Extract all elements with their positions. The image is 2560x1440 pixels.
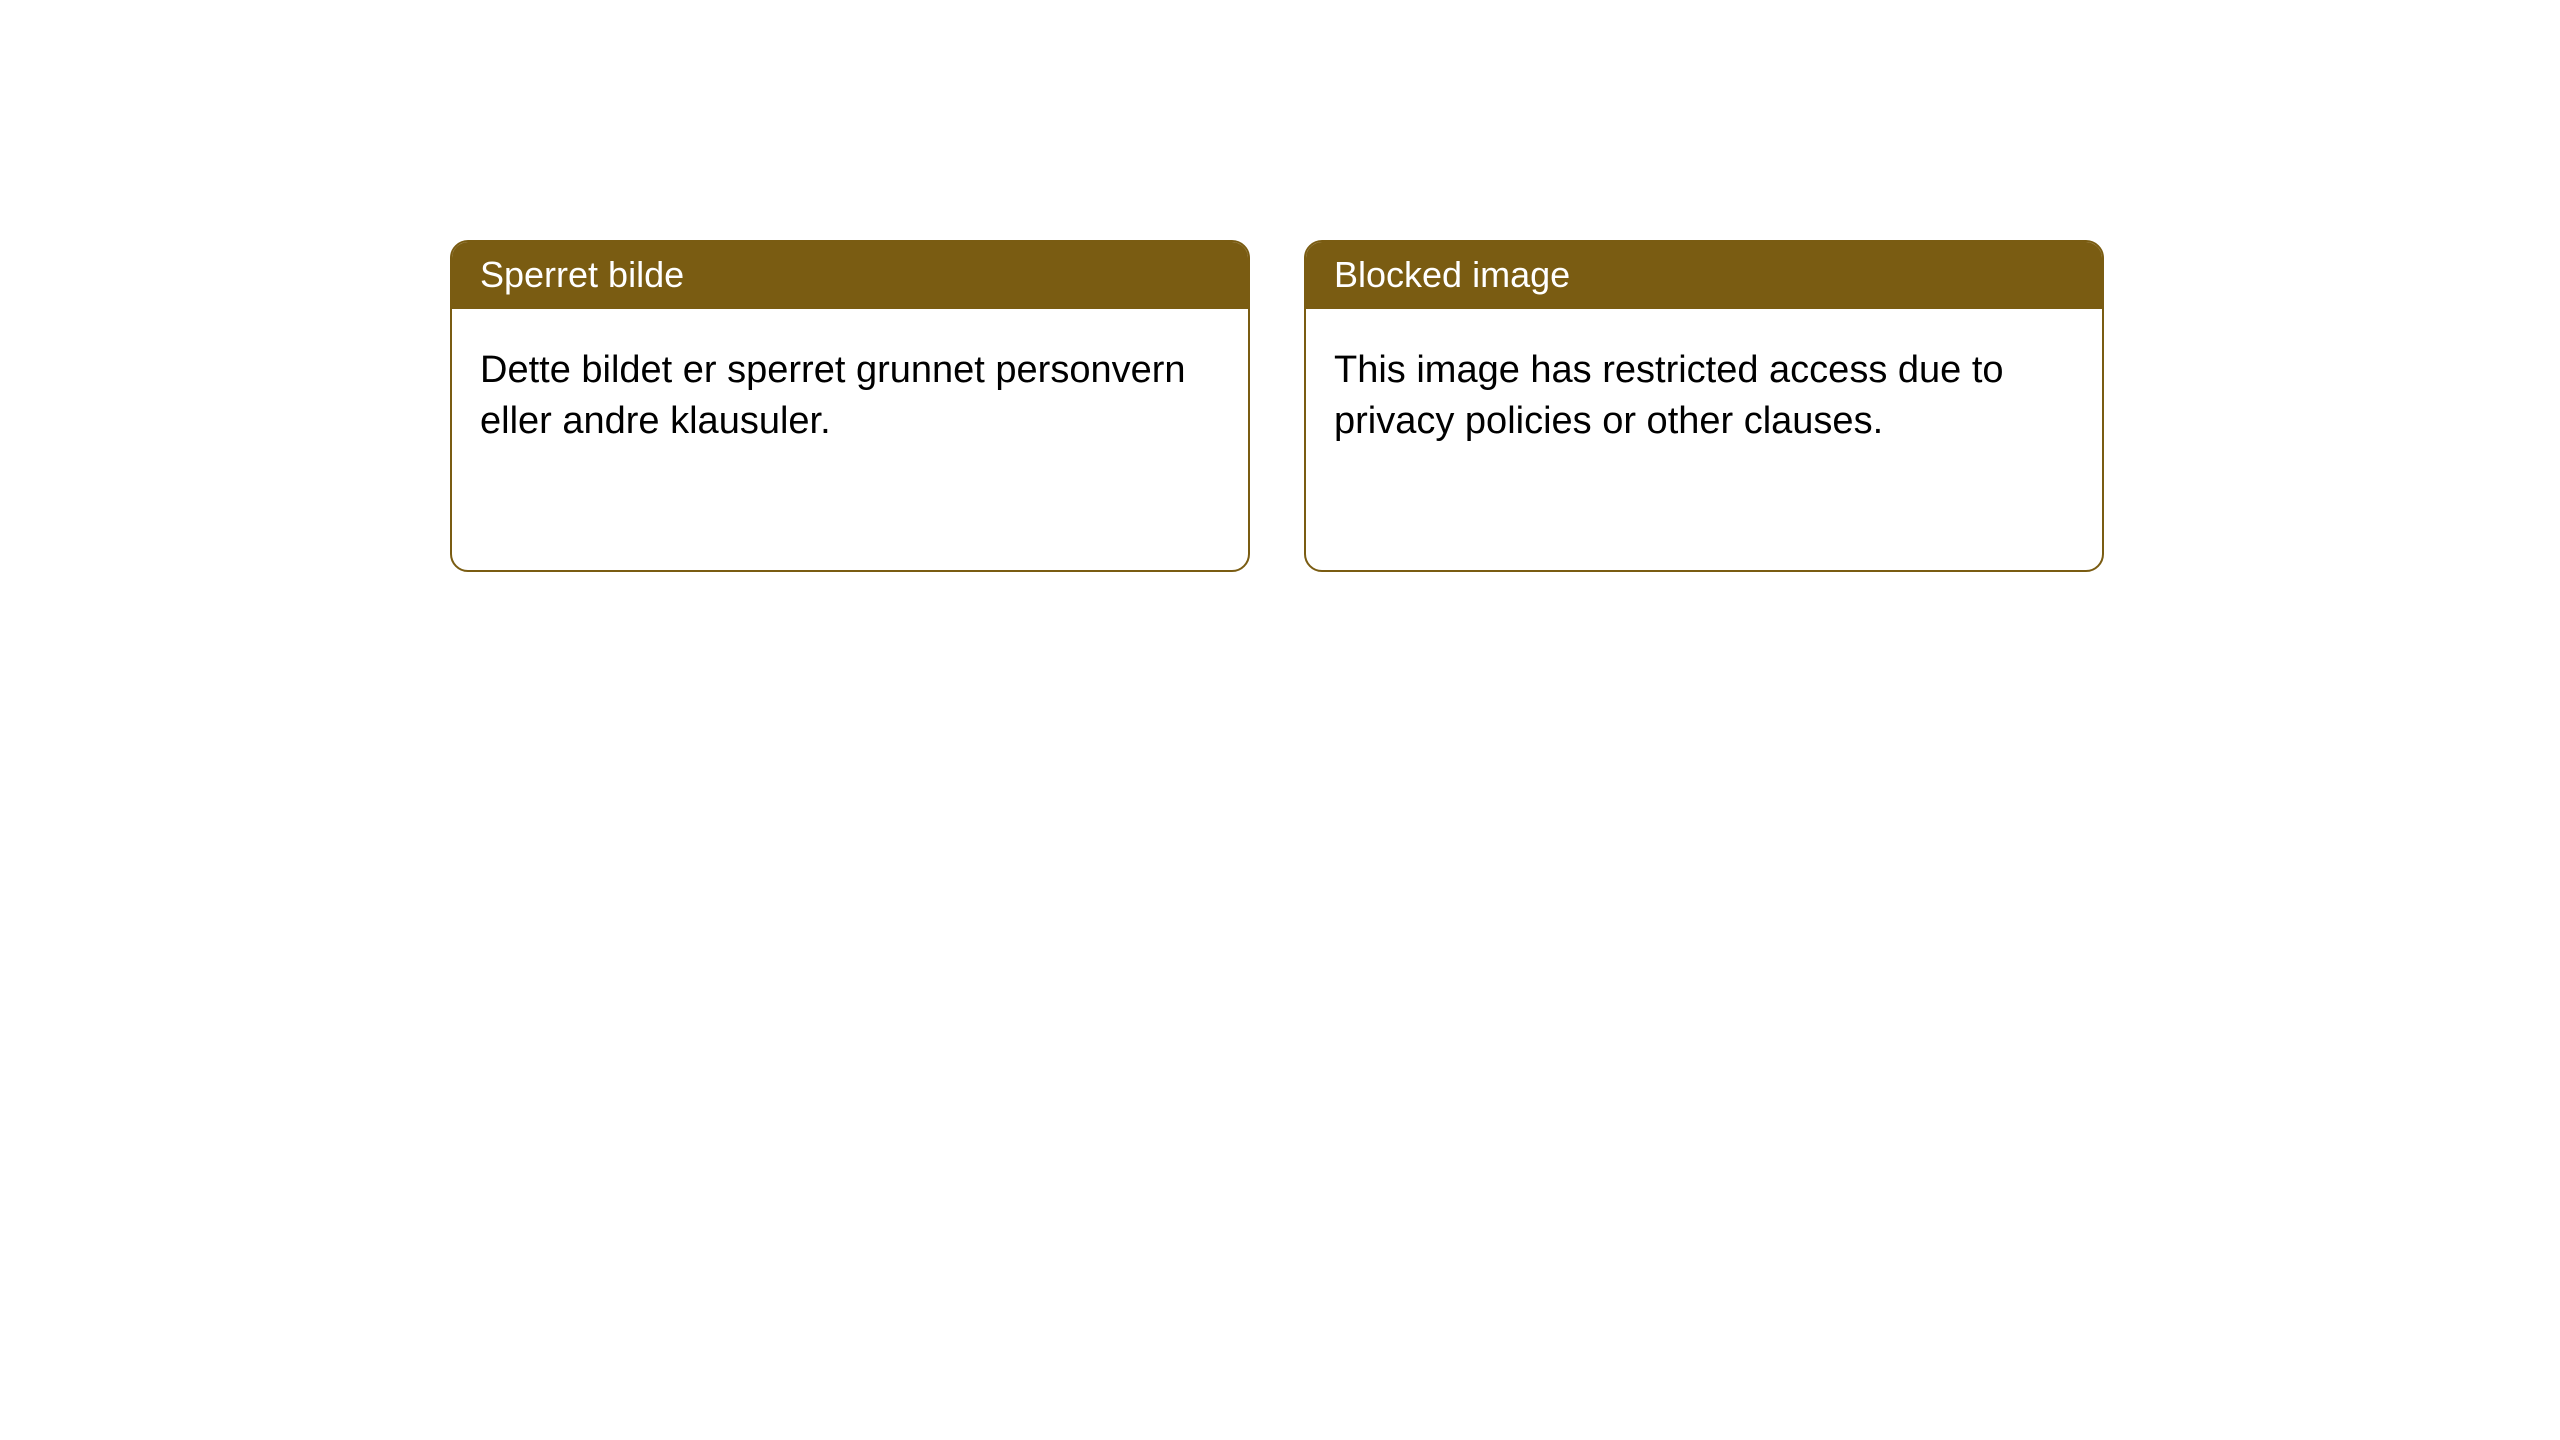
notice-card-norwegian: Sperret bilde Dette bildet er sperret gr… bbox=[450, 240, 1250, 572]
notice-header: Sperret bilde bbox=[452, 242, 1248, 309]
notice-header: Blocked image bbox=[1306, 242, 2102, 309]
notice-body: This image has restricted access due to … bbox=[1306, 309, 2102, 484]
notice-cards-container: Sperret bilde Dette bildet er sperret gr… bbox=[0, 0, 2560, 572]
notice-body: Dette bildet er sperret grunnet personve… bbox=[452, 309, 1248, 484]
notice-card-english: Blocked image This image has restricted … bbox=[1304, 240, 2104, 572]
